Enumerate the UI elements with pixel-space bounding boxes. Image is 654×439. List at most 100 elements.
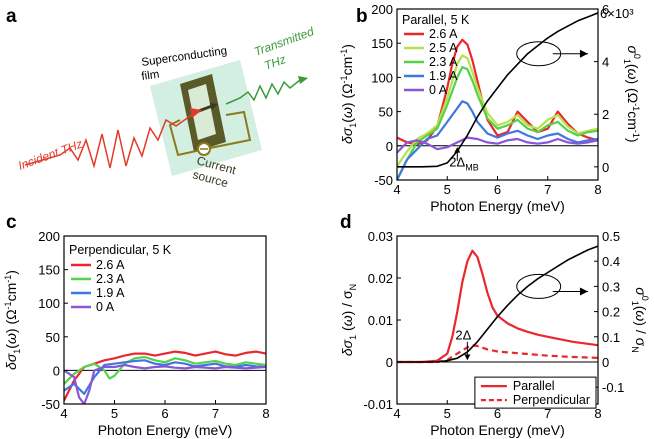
y-tick-label: 0: [53, 363, 60, 378]
y-tick-label: -0.01: [363, 397, 393, 412]
annotation-gap-label: 2Δ: [455, 328, 471, 343]
series-line-0-A: [397, 136, 598, 154]
film-arrow-head: [210, 103, 218, 110]
series-line--1: [397, 245, 598, 363]
x-axis-label: Photon Energy (meV): [430, 422, 565, 438]
series-group: [397, 12, 598, 180]
y-right-tick-label: -0.1: [602, 380, 624, 395]
series-line-Perpendicular: [397, 344, 598, 364]
x-tick-label: 4: [393, 406, 400, 421]
label-transmitted-1: Transmitted: [252, 24, 316, 59]
panel-label-a: a: [6, 6, 17, 27]
x-axis-label: Photon Energy (meV): [98, 422, 233, 438]
annotation-gap-arrowhead: [464, 354, 471, 361]
panel-a-schematic: a Incident THz Transmitted THz Supercond…: [6, 6, 316, 190]
y-tick-label: 50: [46, 330, 60, 345]
panel-label-d: d: [340, 212, 352, 233]
legend-label: 1.9 A: [96, 286, 125, 300]
series-group: [397, 245, 598, 364]
y-axis-label: δσ1(ω) (Ω-1cm-1): [3, 270, 22, 370]
y-tick-label: 0.01: [368, 313, 393, 328]
legend-label: Parallel: [513, 379, 555, 393]
series-line-2-3-A: [397, 66, 598, 180]
y-right-axis-label: σ01(ω) (Ω-1cm-1): [622, 45, 642, 142]
transmitted-thz-arrowhead: [298, 76, 308, 84]
chart-panel-d: 4 5 6 7 8 -0.01 0 0.01 0.02 0.03 -0.1 0 0.1 0.2 0.3 0.4…: [339, 229, 650, 438]
x-tick-label: 8: [262, 406, 269, 421]
callout-arrow-head: [579, 49, 588, 58]
y-tick-label: 0.02: [368, 271, 393, 286]
legend-label: 2.3 A: [429, 55, 458, 69]
label-film-2: film: [141, 69, 160, 83]
y-right-tick-label: 6: [602, 2, 609, 17]
series-group: [64, 350, 266, 404]
legend-label: 2.5 A: [429, 41, 458, 55]
x-tick-label: 8: [594, 182, 601, 197]
legend-label: 0 A: [96, 300, 115, 314]
legend-label: 2.3 A: [96, 272, 125, 286]
y-tick-label: 100: [38, 296, 60, 311]
y-tick-label: 200: [371, 2, 393, 17]
x-tick-label: 7: [544, 406, 551, 421]
legend-label: 1.9 A: [429, 69, 458, 83]
series-line-2-3-A: [64, 355, 266, 385]
x-tick-label: 5: [444, 182, 451, 197]
y-right-tick-label: 0.4: [602, 254, 620, 269]
x-tick-label: 6: [494, 406, 501, 421]
film-window: [188, 84, 216, 140]
y-tick-label: 0.03: [368, 229, 393, 244]
y-right-tick-label: 0.3: [602, 279, 620, 294]
legend-label: Perpendicular: [513, 393, 590, 407]
y-axis-label: δσ1(ω) (Ω-1cm-1): [339, 44, 358, 144]
y-tick-label: 50: [379, 105, 393, 120]
y-right-tick-label: 2: [602, 107, 609, 122]
callout-ellipse: [516, 273, 562, 299]
y-right-tick-label: 4: [602, 55, 609, 70]
incident-thz-wave: [24, 111, 197, 169]
annotation-gap-arrowhead: [454, 147, 461, 153]
legend-label: 2.6 A: [96, 258, 125, 272]
y-axis-label: δσ1 (ω) / σN: [339, 284, 358, 356]
x-tick-label: 4: [393, 182, 400, 197]
series-line-2-5-A: [397, 54, 598, 167]
transmitted-thz-wave: [225, 79, 301, 105]
annotation-gap-label: 2ΔMB: [449, 154, 478, 172]
legend-title: Perpendicular, 5 K: [69, 243, 172, 257]
legend-label: 0 A: [429, 83, 448, 97]
incident-thz-arrowhead: [190, 108, 202, 118]
y-tick-label: 100: [371, 70, 393, 85]
y-tick-label: 150: [371, 36, 393, 51]
callout-arrow-head: [579, 287, 588, 296]
y-right-tick-label: 0: [602, 355, 609, 370]
series-line--1: [397, 12, 598, 168]
y-tick-label: -50: [41, 397, 60, 412]
x-tick-label: 6: [494, 182, 501, 197]
y-tick-label: 0: [386, 139, 393, 154]
y-tick-label: 0: [386, 355, 393, 370]
right-axis-multiplier: 6×10³: [600, 6, 634, 21]
x-tick-label: 6: [161, 406, 168, 421]
series-line-1-9-A: [397, 100, 598, 180]
y-right-tick-label: 0.5: [602, 229, 620, 244]
y-tick-label: 150: [38, 263, 60, 278]
panel-label-c: c: [6, 212, 17, 233]
x-axis-label: Photon Energy (meV): [430, 198, 565, 214]
y-right-tick-label: 0: [602, 160, 609, 175]
legend-label: 2.6 A: [429, 27, 458, 41]
panel-label-b: b: [356, 6, 368, 27]
series-line-0-A: [64, 363, 266, 404]
x-tick-label: 5: [111, 406, 118, 421]
y-right-tick-label: 0.2: [602, 305, 620, 320]
legend-box: [474, 376, 597, 409]
x-tick-label: 7: [544, 182, 551, 197]
legend-title: Parallel, 5 K: [402, 13, 470, 27]
x-tick-label: 8: [594, 406, 601, 421]
y-tick-label: -50: [374, 173, 393, 188]
y-tick-label: 200: [38, 229, 60, 244]
label-film-1: Superconducting: [141, 45, 228, 69]
plot-frame: [396, 8, 599, 181]
y-right-axis-label: σ01(ω) / σN: [630, 287, 650, 353]
series-line-Parallel: [397, 249, 598, 364]
